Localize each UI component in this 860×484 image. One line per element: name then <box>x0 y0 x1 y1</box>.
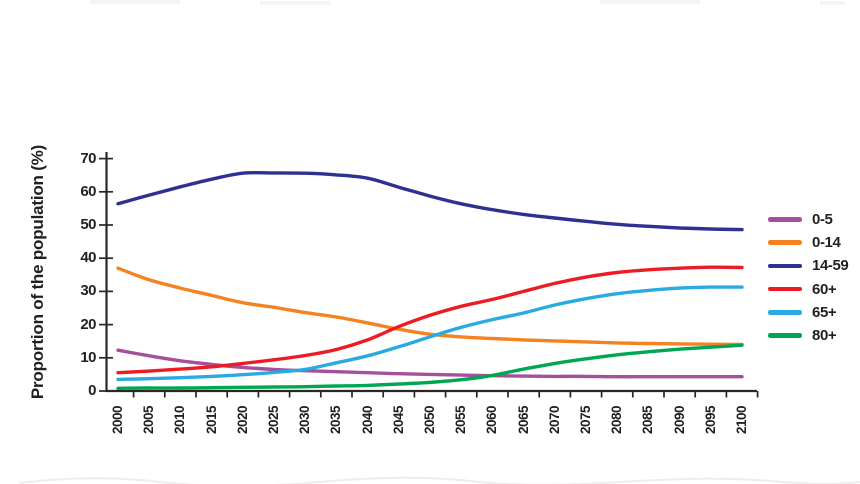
legend-label: 65+ <box>812 303 837 321</box>
y-axis-tick-label: 20 <box>80 315 96 333</box>
legend-item-60plus: 60+ <box>768 280 837 298</box>
x-axis-tick-label: 2080 <box>609 405 625 435</box>
x-axis-tick-label: 2030 <box>297 405 313 435</box>
x-axis-tick-label: 2065 <box>515 405 531 435</box>
legend-item-65plus: 65+ <box>768 303 837 321</box>
x-axis-tick-label: 2075 <box>578 405 593 435</box>
y-axis-tick-label: 40 <box>80 249 96 267</box>
x-axis-tick-label: 2000 <box>110 405 125 435</box>
legend-label: 14-59 <box>812 257 849 275</box>
legend-swatch <box>768 310 802 315</box>
page-edge-artifact-top <box>90 0 845 5</box>
legend-label: 0-5 <box>812 211 833 228</box>
legend-label: 0-14 <box>812 234 841 252</box>
x-axis-tick-label: 2020 <box>234 405 250 435</box>
x-axis-tick-label: 2060 <box>484 405 500 435</box>
page-edge-artifact-bottom <box>19 476 860 484</box>
x-axis-tick-label: 2085 <box>640 405 656 435</box>
x-axis-tick-label: 2015 <box>203 405 219 435</box>
series-line-0-5 <box>116 348 744 379</box>
x-axis-tick-label: 2100 <box>734 405 749 435</box>
x-axis-tick-label: 2045 <box>390 405 406 435</box>
x-axis-tick-label: 2040 <box>359 405 375 435</box>
legend-item-80plus: 80+ <box>768 327 837 344</box>
x-axis-tick-label: 2010 <box>172 405 188 435</box>
series-line-80plus <box>116 343 744 390</box>
y-axis-tick-label: 30 <box>80 282 96 300</box>
x-axis-tick-label: 2055 <box>453 405 469 435</box>
legend-swatch <box>768 217 802 222</box>
series-line-14-59 <box>116 170 744 232</box>
x-axis-tick-label: 2025 <box>266 405 281 435</box>
legend-swatch <box>768 333 802 338</box>
y-axis-tick-label: 10 <box>80 348 96 366</box>
legend-item-0-5: 0-5 <box>768 211 833 228</box>
x-axis-tick-label: 2090 <box>671 405 687 435</box>
y-axis-tick-label: 70 <box>80 149 96 167</box>
legend-swatch <box>768 286 802 292</box>
y-axis-tick-label: 60 <box>80 182 96 200</box>
y-axis-tick-label: 0 <box>88 382 96 399</box>
legend-swatch <box>768 240 802 245</box>
legend-label: 80+ <box>812 327 837 344</box>
x-axis-tick-label: 2070 <box>546 405 562 435</box>
legend-label: 60+ <box>812 280 837 298</box>
y-axis-tick-label: 50 <box>80 216 96 233</box>
x-axis-tick-label: 2035 <box>328 405 344 435</box>
legend-swatch <box>768 263 802 269</box>
legend-item-0-14: 0-14 <box>768 234 841 252</box>
x-axis-tick-label: 2005 <box>141 405 157 435</box>
series-line-0-14 <box>116 266 744 347</box>
x-axis-tick-label: 2050 <box>422 405 437 435</box>
x-axis-tick-label: 2095 <box>702 405 718 435</box>
series-line-65plus <box>116 285 744 382</box>
legend-item-14-59: 14-59 <box>768 257 849 275</box>
series-line-60plus <box>116 265 744 375</box>
